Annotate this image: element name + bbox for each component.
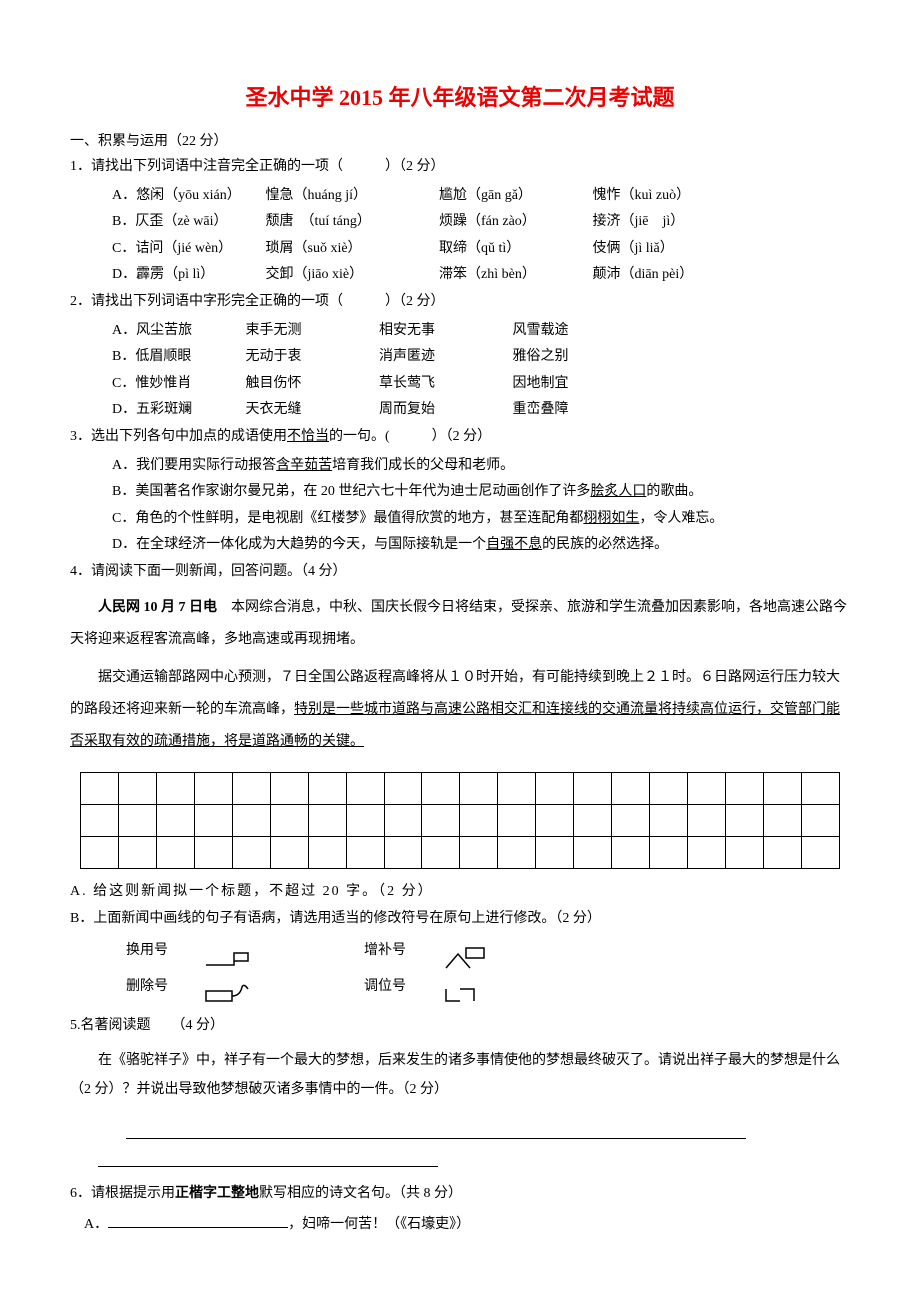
q1-option-b: B．仄歪（zè wāi） 颓唐 （tuí táng） 烦躁（fán zào） 接… (70, 209, 850, 236)
q4-stem: 4．请阅读下面一则新闻，回答问题。（4 分） (70, 559, 850, 586)
q5-body: 在《骆驼祥子》中，祥子有一个最大的梦想，后来发生的诸多事情使他的梦想最终破灭了。… (70, 1046, 850, 1105)
replace-symbol-icon (204, 941, 244, 961)
fill-blank (108, 1214, 288, 1228)
answer-line (98, 1149, 438, 1167)
q1-option-a: A．悠闲（yōu xián） 惶急（huáng jí） 尴尬（gān gǎ） 愧… (70, 183, 850, 210)
q2-option-c: C．惟妙惟肖 触目伤怀 草长莺飞 因地制宜 (70, 371, 850, 398)
grid-row (81, 837, 840, 869)
add-symbol-icon (442, 941, 482, 961)
section-header: 一、积累与运用（22 分） (70, 130, 850, 150)
q6-stem: 6．请根据提示用正楷字工整地默写相应的诗文名句。（共 8 分） (70, 1181, 850, 1208)
q3-stem: 3．选出下列各句中加点的成语使用不恰当的一句。( ）（2 分） (70, 424, 850, 451)
symbol-row-2: 删除号 调位号 (70, 969, 850, 1005)
q2-stem: 2．请找出下列词语中字形完全正确的一项（ ）（2 分） (70, 289, 850, 316)
q4-sub-a: A. 给这则新闻拟一个标题，不超过 20 字。（2 分） (70, 879, 850, 906)
q4-paragraph-1: 人民网 10 月 7 日电 本网综合消息，中秋、国庆长假今日将结束，受探亲、旅游… (70, 592, 850, 656)
page-title: 圣水中学 2015 年八年级语文第二次月考试题 (70, 80, 850, 112)
answer-grid (80, 772, 840, 869)
q3-option-c: C．角色的个性鲜明，是电视剧《红楼梦》最值得欣赏的地方，甚至连配角都栩栩如生，令… (70, 506, 850, 533)
delete-symbol-label: 删除号 (126, 969, 196, 1005)
grid-row (81, 805, 840, 837)
q5-stem: 5.名著阅读题 （4 分） (70, 1013, 850, 1040)
swap-symbol-label: 调位号 (364, 969, 434, 1005)
swap-symbol-icon (442, 977, 482, 997)
q6-item-a: A．，妇啼一何苦！（《石壕吏》） (70, 1211, 850, 1239)
q2-option-a: A．风尘苦旅 束手无测 相安无事 风雪载途 (70, 318, 850, 345)
symbol-row-1: 换用号 增补号 (70, 933, 850, 969)
add-symbol-label: 增补号 (364, 933, 434, 969)
q4-sub-b: B．上面新闻中画线的句子有语病，请选用适当的修改符号在原句上进行修改。（2 分） (70, 906, 850, 933)
delete-symbol-icon (204, 977, 244, 997)
q4-paragraph-2: 据交通运输部路网中心预测，７日全国公路返程高峰将从１０时开始，有可能持续到晚上２… (70, 662, 850, 759)
q1-option-d: D．霹雳（pì lì） 交卸（jiāo xiè） 滞笨（zhì bèn） 颠沛（… (70, 262, 850, 289)
q3-option-b: B．美国著名作家谢尔曼兄弟，在 20 世纪六七十年代为迪士尼动画创作了许多脍炙人… (70, 479, 850, 506)
answer-line (126, 1121, 746, 1139)
q1-option-c: C．诘问（jié wèn） 琐屑（suǒ xiè） 取缔（qǔ tì） 伎俩（j… (70, 236, 850, 263)
q3-option-d: D．在全球经济一体化成为大趋势的今天，与国际接轨是一个自强不息的民族的必然选择。 (70, 532, 850, 559)
q3-option-a: A．我们要用实际行动报答含辛茹苦培育我们成长的父母和老师。 (70, 453, 850, 480)
q2-option-b: B．低眉顺眼 无动于衷 消声匿迹 雅俗之别 (70, 344, 850, 371)
q2-option-d: D．五彩斑斓 天衣无缝 周而复始 重峦叠障 (70, 397, 850, 424)
q1-stem: 1．请找出下列词语中注音完全正确的一项（ ）（2 分） (70, 154, 850, 181)
replace-symbol-label: 换用号 (126, 933, 196, 969)
grid-row (81, 773, 840, 805)
